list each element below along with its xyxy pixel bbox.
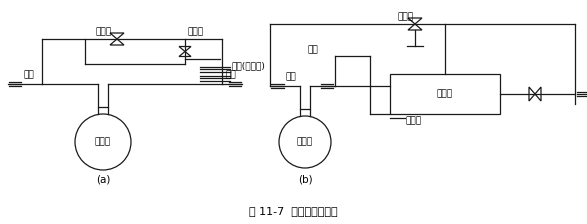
Text: 吸气: 吸气 (226, 70, 237, 79)
Text: 吸气: 吸气 (307, 45, 318, 54)
Text: (a): (a) (96, 174, 110, 184)
Text: 压缩机: 压缩机 (95, 138, 111, 146)
Bar (390, 74, 500, 114)
Text: (b): (b) (298, 174, 312, 184)
Text: 旁通阀: 旁通阀 (95, 27, 111, 36)
Text: 排气: 排气 (23, 70, 33, 79)
Text: 旁通阀: 旁通阀 (397, 12, 413, 21)
Text: 压缩机: 压缩机 (297, 138, 313, 146)
Text: 给液(冷凝器): 给液(冷凝器) (232, 62, 266, 71)
Text: 蒸发器: 蒸发器 (437, 90, 453, 99)
Text: 排气: 排气 (286, 72, 297, 81)
Text: 膨胀阀: 膨胀阀 (405, 116, 421, 125)
Text: 膨胀阀: 膨胀阀 (187, 27, 203, 36)
Text: 图 11-7  旁通排气控制法: 图 11-7 旁通排气控制法 (249, 206, 338, 216)
